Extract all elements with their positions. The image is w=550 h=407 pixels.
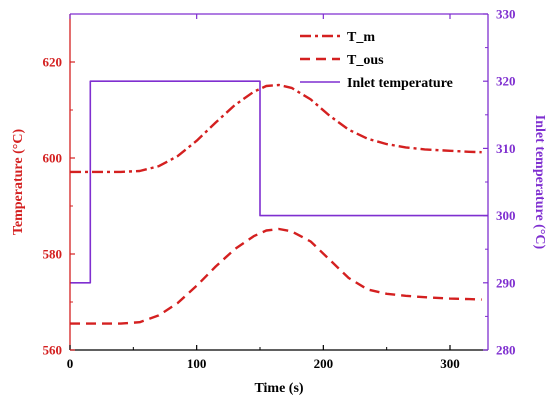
axes-frame (69, 13, 489, 351)
series-line-inlet-temperature (70, 80, 488, 284)
x-tick-label: 0 (67, 356, 74, 371)
legend-label: T_m (347, 30, 375, 45)
y-left-tick-label: 600 (43, 151, 63, 166)
legend-label: Inlet temperature (347, 76, 453, 91)
legend: T_m T_ous Inlet temperature (300, 30, 453, 91)
y-left-tick-label: 580 (43, 247, 63, 262)
y-right-tick-label: 310 (496, 141, 516, 156)
axis-ticks: 0 100 200 300 560 580 600 620 280 290 300 310 320 330 (43, 7, 516, 372)
x-tick-label: 300 (440, 356, 460, 371)
y-axis-right-title: Inlet temperature (°C) (532, 115, 547, 250)
x-tick-label: 100 (187, 356, 207, 371)
series-line-t-m (70, 83, 482, 174)
y-axis-left-title: Temperature (°C) (11, 129, 26, 236)
y-right-tick-label: 300 (496, 208, 516, 223)
y-right-tick-label: 290 (496, 275, 516, 290)
x-axis-title: Time (s) (254, 381, 303, 396)
x-tick-label: 200 (314, 356, 334, 371)
series-line-t-ous (70, 227, 482, 325)
y-right-tick-label: 280 (496, 343, 516, 358)
series-layer (70, 80, 488, 325)
y-right-tick-label: 330 (496, 7, 516, 22)
plot-area (70, 14, 488, 350)
legend-label: T_ous (347, 53, 384, 68)
y-right-tick-label: 320 (496, 74, 516, 89)
y-left-tick-label: 620 (43, 55, 63, 70)
y-left-tick-label: 560 (43, 343, 63, 358)
